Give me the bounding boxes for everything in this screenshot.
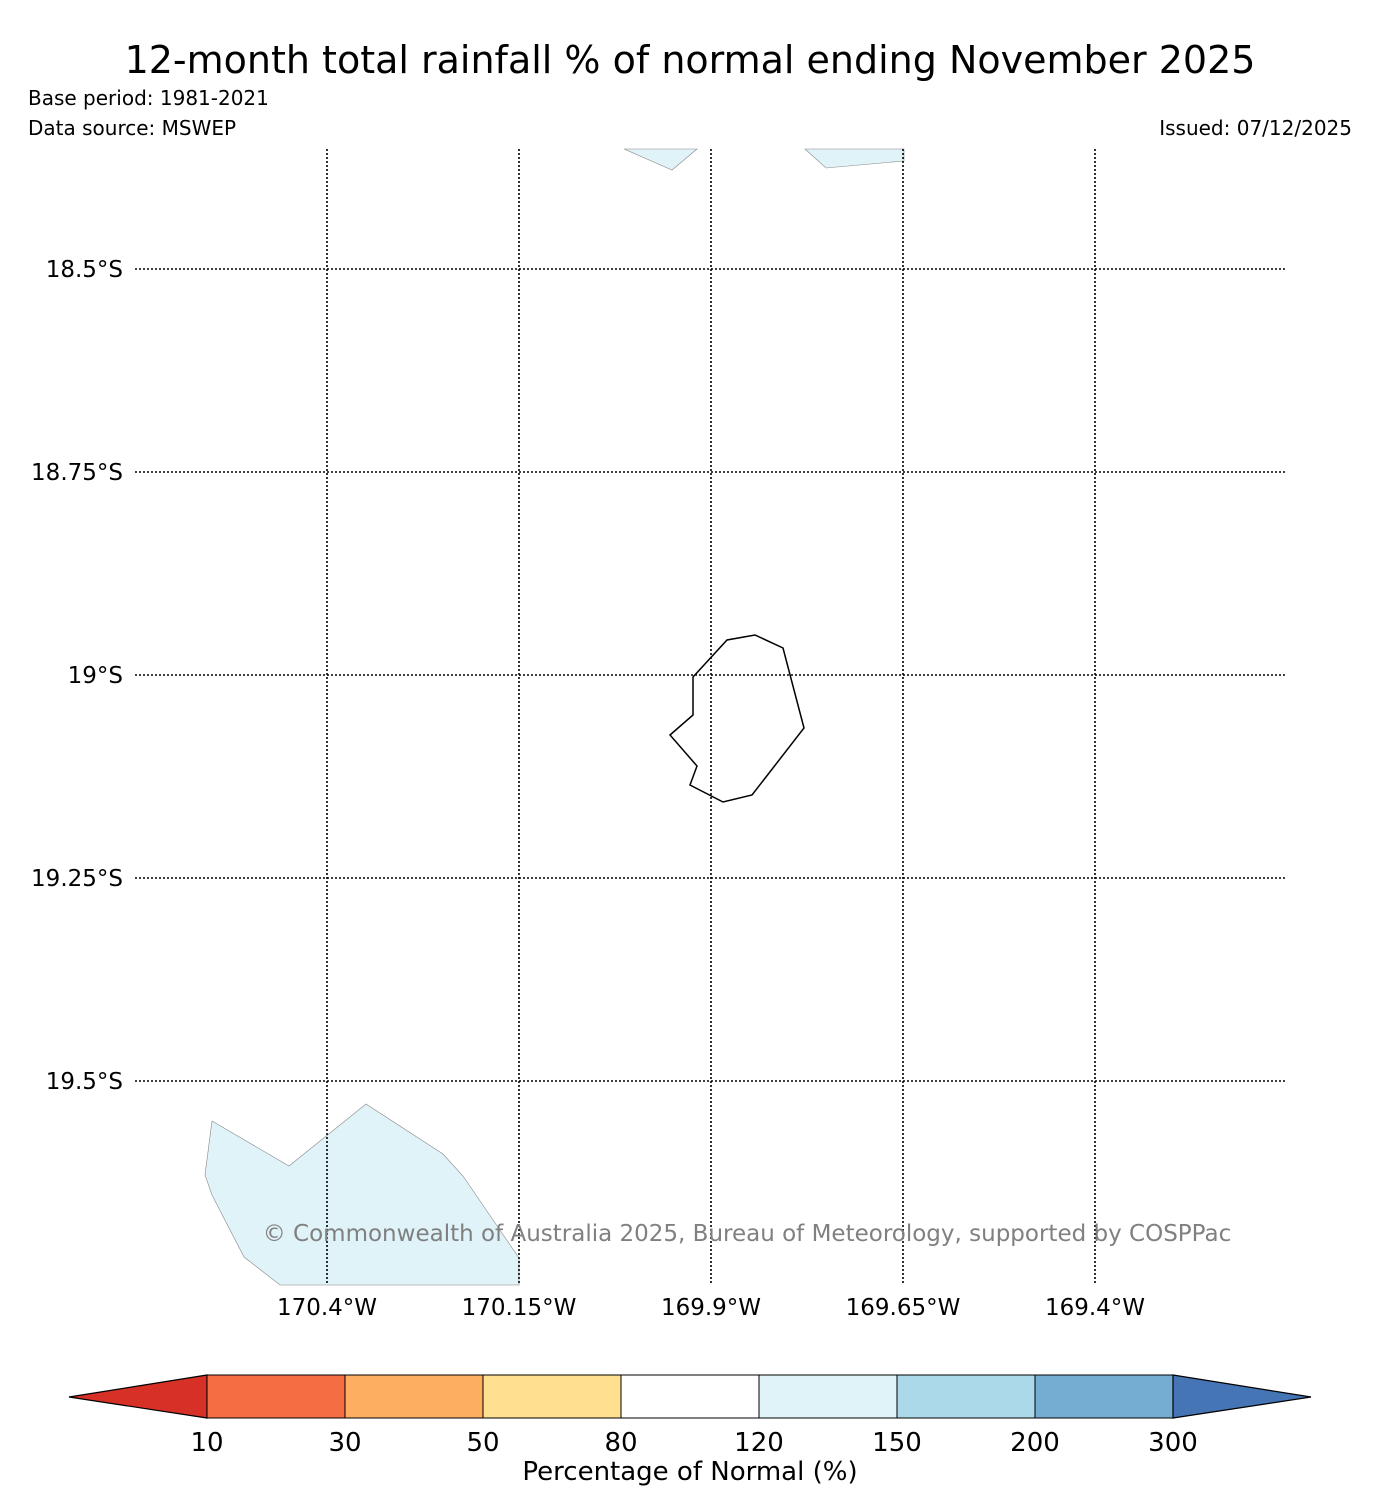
lat-label: 19°S	[68, 663, 123, 689]
island-coastline	[668, 634, 805, 803]
shaded-areas	[204, 148, 905, 1286]
gridlines	[135, 149, 1286, 1285]
longitude-labels: 170.4°W 170.15°W 169.9°W 169.65°W 169.4°…	[277, 1295, 1145, 1321]
colorbar-segment	[758, 1374, 898, 1419]
colorbar-tick: 200	[1010, 1428, 1060, 1458]
colorbar-segment	[896, 1374, 1036, 1419]
colorbar-tick: 80	[604, 1428, 637, 1458]
shaded-region-north-2	[804, 148, 905, 169]
colorbar: 10 30 50 80 120 150 200 300 Percentage o…	[68, 1374, 1312, 1487]
colorbar-extend-high	[1172, 1374, 1312, 1419]
lat-label: 18.5°S	[46, 257, 123, 283]
lat-label: 19.5°S	[46, 1069, 123, 1095]
lon-label: 169.4°W	[1045, 1295, 1145, 1321]
issued-date: Issued: 07/12/2025	[1159, 116, 1352, 140]
colorbar-tick: 10	[190, 1428, 223, 1458]
lon-label: 169.65°W	[846, 1295, 961, 1321]
map-title: 12-month total rainfall % of normal endi…	[124, 38, 1256, 82]
colorbar-tick: 50	[466, 1428, 499, 1458]
colorbar-segment	[1034, 1374, 1174, 1419]
colorbar-tick: 30	[328, 1428, 361, 1458]
colorbar-segment	[482, 1374, 622, 1419]
shaded-region-north-1	[623, 148, 698, 171]
colorbar-tick: 300	[1148, 1428, 1198, 1458]
latitude-labels: 18.5°S 18.75°S 19°S 19.25°S 19.5°S	[31, 257, 123, 1095]
lon-label: 169.9°W	[661, 1295, 761, 1321]
data-source: Data source: MSWEP	[28, 116, 237, 140]
colorbar-segment	[206, 1374, 346, 1419]
colorbar-ticks: 10 30 50 80 120 150 200 300	[190, 1428, 1197, 1458]
lat-label: 19.25°S	[31, 866, 123, 892]
colorbar-tick: 120	[734, 1428, 784, 1458]
base-period: Base period: 1981-2021	[28, 86, 269, 110]
colorbar-extend-low	[68, 1374, 208, 1419]
colorbar-tick: 150	[872, 1428, 922, 1458]
colorbar-label: Percentage of Normal (%)	[522, 1457, 857, 1487]
copyright-notice: © Commonwealth of Australia 2025, Bureau…	[263, 1221, 1232, 1247]
lon-label: 170.15°W	[462, 1295, 577, 1321]
colorbar-segment	[620, 1374, 760, 1419]
colorbar-segment	[344, 1374, 484, 1419]
shaded-region-southwest	[204, 1103, 520, 1286]
lat-label: 18.75°S	[31, 460, 123, 486]
lon-label: 170.4°W	[277, 1295, 377, 1321]
